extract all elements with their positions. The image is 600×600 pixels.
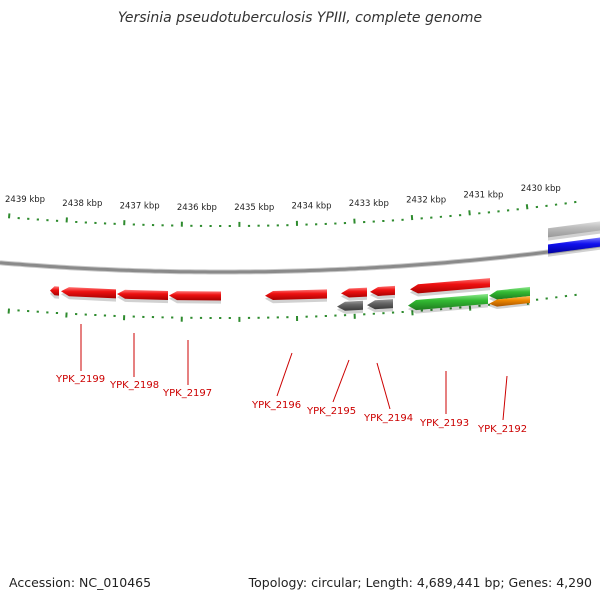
gene-arrow-orange[interactable] (489, 296, 530, 307)
gene-arrow-red[interactable] (50, 286, 59, 296)
ruler-label: 2438 kbp (62, 199, 102, 209)
ruler-label: 2430 kbp (521, 184, 561, 194)
ruler-label: 2431 kbp (463, 190, 503, 200)
gene-leader-line (502, 375, 508, 421)
gene-label[interactable]: YPK_2193 (419, 418, 469, 429)
ruler-label: 2432 kbp (406, 195, 446, 205)
ruler-label: 2437 kbp (120, 202, 160, 212)
gene-arrow-green[interactable] (489, 286, 530, 300)
ruler-label: 2434 kbp (292, 202, 332, 212)
outer-major-tick (468, 210, 471, 216)
gene-arrow-gray[interactable] (337, 300, 363, 311)
gene-label[interactable]: YPK_2196 (251, 400, 301, 411)
genome-title: Yersinia pseudotuberculosis YPIII, compl… (117, 10, 483, 26)
outer-major-tick (525, 204, 529, 210)
tick-layer (7, 200, 577, 322)
gene-arrow-red[interactable] (117, 289, 168, 300)
ruler-label-layer: 2439 kbp 2438 kbp 2437 kbp 2436 kbp 2435 kbp… (5, 184, 561, 213)
gene-label[interactable]: YPK_2198 (109, 380, 159, 391)
gene-leader-line (332, 359, 350, 403)
ruler-label: 2436 kbp (177, 203, 217, 213)
genome-backbone (0, 243, 600, 274)
inner-major-tick (468, 305, 472, 311)
ruler-label: 2433 kbp (349, 199, 389, 209)
gene-layer (50, 221, 600, 314)
gene-label[interactable]: YPK_2194 (363, 413, 413, 424)
gene-arrow-blue[interactable] (548, 237, 600, 254)
backbone-layer (0, 242, 600, 275)
gene-arrow-red[interactable] (410, 278, 490, 294)
ruler-label: 2435 kbp (234, 203, 274, 213)
gene-arrow-red[interactable] (265, 289, 327, 300)
gene-arrow-red[interactable] (370, 285, 395, 296)
gene-label[interactable]: YPK_2199 (55, 374, 105, 385)
gene-leader-line (276, 352, 293, 397)
gene-label[interactable]: YPK_2195 (306, 406, 356, 417)
accession-text: Accession: NC_010465 (9, 575, 152, 590)
topology-text: Topology: circular; Length: 4,689,441 bp… (248, 575, 592, 590)
gene-arrow-red[interactable] (61, 287, 116, 299)
gene-arrow-red[interactable] (169, 291, 221, 301)
gene-arrow-lightgray[interactable] (548, 221, 600, 238)
gene-label[interactable]: YPK_2197 (162, 388, 212, 399)
gene-arrow-red[interactable] (341, 287, 367, 298)
gene-arrow-gray[interactable] (367, 299, 393, 310)
gene-label[interactable]: YPK_2192 (477, 424, 527, 435)
gene-leader-line (376, 362, 391, 410)
ruler-label: 2439 kbp (5, 195, 45, 205)
gene-arrow-green[interactable] (408, 293, 488, 311)
